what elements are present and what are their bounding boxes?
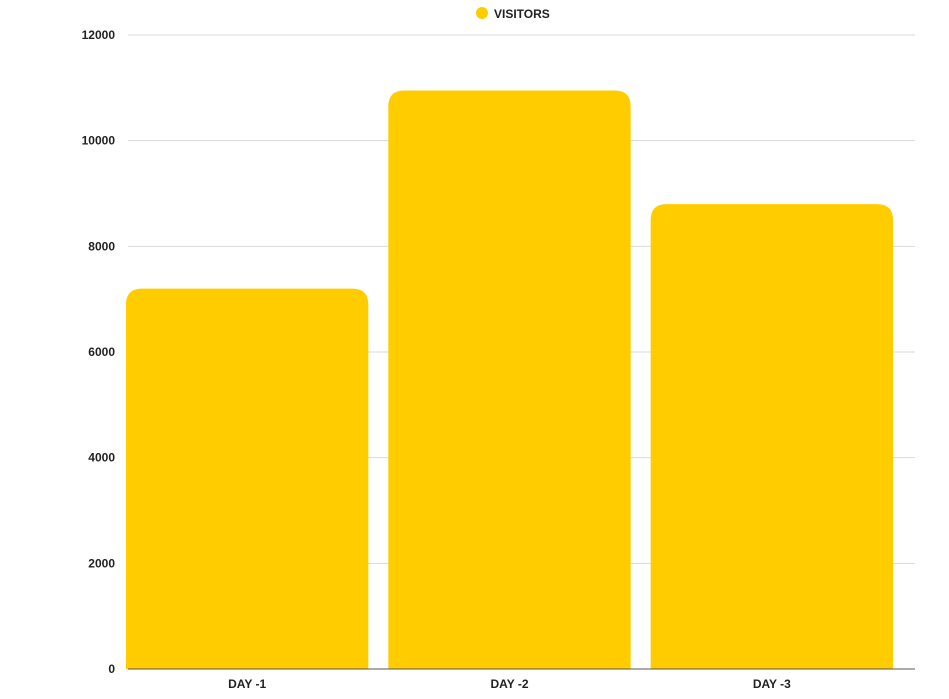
legend-label-visitors: VISITORS — [494, 7, 550, 21]
legend-swatch-visitors — [476, 7, 488, 19]
y-axis-tick-labels: 0 2000 4000 6000 8000 10000 12000 — [82, 28, 116, 676]
x-tick-label-3: DAY -3 — [753, 677, 791, 691]
bar-day-2 — [388, 90, 631, 670]
y-tick-label-4000: 4000 — [88, 451, 115, 465]
y-tick-label-6000: 6000 — [88, 345, 115, 359]
bar-day-3 — [650, 204, 893, 670]
x-axis-tick-labels: DAY -1 DAY -2 DAY -3 — [228, 677, 791, 691]
bars — [126, 90, 893, 670]
legend: VISITORS — [476, 7, 550, 21]
y-tick-label-12000: 12000 — [82, 28, 116, 42]
y-tick-label-8000: 8000 — [88, 239, 115, 253]
x-tick-label-1: DAY -1 — [228, 677, 266, 691]
y-tick-label-0: 0 — [108, 662, 115, 676]
x-tick-label-2: DAY -2 — [490, 677, 528, 691]
y-tick-label-10000: 10000 — [82, 134, 116, 148]
y-tick-label-2000: 2000 — [88, 556, 115, 570]
bar-day-1 — [126, 288, 369, 669]
